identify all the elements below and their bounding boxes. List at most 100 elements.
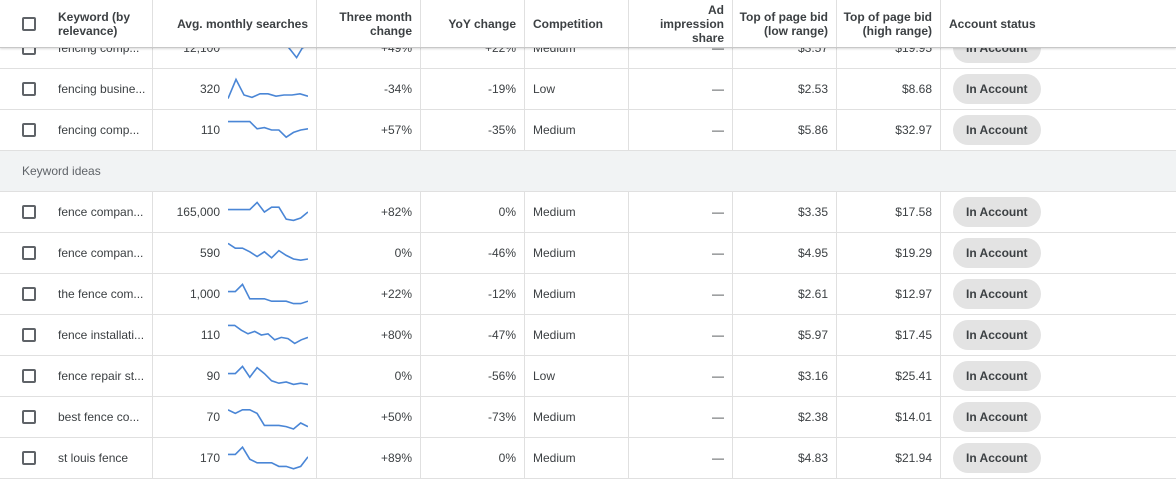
- impression-share: —: [712, 246, 724, 260]
- bid-low: $3.16: [797, 369, 828, 383]
- table-row: fence installati... 110 +80% -47% Medium — $5.…: [0, 315, 1176, 356]
- three-month-change: +50%: [380, 410, 412, 424]
- keyword-text[interactable]: the fence com...: [58, 287, 144, 301]
- yoy-change: 0%: [498, 451, 516, 465]
- bid-high: $8.68: [901, 82, 932, 96]
- in-account-badge: In Account: [953, 361, 1041, 391]
- row-checkbox[interactable]: [22, 451, 36, 465]
- bid-low: $2.53: [797, 82, 828, 96]
- trend-line: [228, 445, 308, 470]
- bid-low: $3.35: [797, 205, 828, 219]
- table-row: fencing busine... 320 -34% -19% Low — $2.53 $8.…: [0, 69, 1176, 110]
- trend-sparkline: [228, 283, 308, 305]
- impression-share: —: [712, 82, 724, 96]
- trend-line: [228, 242, 308, 262]
- column-header-competition[interactable]: Competition: [533, 16, 603, 31]
- trend-line: [228, 365, 308, 386]
- bid-high: $17.45: [895, 328, 932, 342]
- in-account-badge: In Account: [953, 443, 1041, 473]
- keyword-ideas-section-header: Keyword ideas: [0, 151, 1176, 192]
- avg-searches-value: 165,000: [176, 205, 220, 219]
- trend-line: [228, 283, 308, 305]
- trend-sparkline: [228, 324, 308, 345]
- column-header-keyword[interactable]: Keyword (by relevance): [58, 9, 131, 38]
- in-account-badge: In Account: [953, 238, 1041, 268]
- bid-low: $5.97: [797, 328, 828, 342]
- three-month-change: 0%: [394, 369, 412, 383]
- yoy-change: -46%: [487, 246, 516, 260]
- row-checkbox[interactable]: [22, 246, 36, 260]
- three-month-change: +57%: [380, 123, 412, 137]
- table-row: fence repair st... 90 0% -56% Low — $3.16 $25.4…: [0, 356, 1176, 397]
- yoy-change: -12%: [487, 287, 516, 301]
- keyword-text[interactable]: fence compan...: [58, 246, 144, 260]
- in-account-badge: In Account: [953, 402, 1041, 432]
- in-account-badge: In Account: [953, 197, 1041, 227]
- avg-searches-value: 110: [200, 328, 220, 342]
- impression-share: —: [712, 328, 724, 342]
- row-checkbox[interactable]: [22, 123, 36, 137]
- yoy-change: 0%: [498, 205, 516, 219]
- keyword-text[interactable]: fencing busine...: [58, 82, 146, 96]
- column-header-bid-low[interactable]: Top of page bid (low range): [739, 9, 828, 38]
- bid-low: $4.95: [797, 246, 828, 260]
- impression-share: —: [712, 451, 724, 465]
- trend-sparkline: [228, 242, 308, 262]
- bid-low: $4.83: [797, 451, 828, 465]
- trend-sparkline: [228, 201, 308, 222]
- bid-high: $14.01: [895, 410, 932, 424]
- table-row: fence compan... 590 0% -46% Medium — $4.95 $19.…: [0, 233, 1176, 274]
- table-row: st louis fence 170 +89% 0% Medium — $4.83 $21.9…: [0, 438, 1176, 479]
- competition-value: Medium: [533, 205, 576, 219]
- bid-low: $2.61: [797, 287, 828, 301]
- table-row: fence compan... 165,000 +82% 0% Medium — $3.35…: [0, 192, 1176, 233]
- bid-low: $5.86: [797, 123, 828, 137]
- yoy-change: -35%: [487, 123, 516, 137]
- avg-searches-value: 110: [200, 123, 220, 137]
- bid-high: $32.97: [895, 123, 932, 137]
- column-header-searches[interactable]: Avg. monthly searches: [177, 16, 308, 31]
- keyword-text[interactable]: st louis fence: [58, 451, 129, 465]
- three-month-change: 0%: [394, 246, 412, 260]
- competition-value: Medium: [533, 410, 576, 424]
- keyword-text[interactable]: best fence co...: [58, 410, 140, 424]
- three-month-change: +80%: [380, 328, 412, 342]
- trend-sparkline: [228, 445, 308, 470]
- column-header-yoy[interactable]: YoY change: [448, 16, 516, 31]
- avg-searches-value: 90: [206, 369, 220, 383]
- in-account-badge: In Account: [953, 115, 1041, 145]
- row-checkbox[interactable]: [22, 287, 36, 301]
- impression-share: —: [712, 205, 724, 219]
- competition-value: Low: [533, 82, 556, 96]
- keyword-text[interactable]: fence compan...: [58, 205, 144, 219]
- table-row: fencing comp... 110 +57% -35% Medium — $5.86 $3…: [0, 110, 1176, 151]
- table-row: the fence com... 1,000 +22% -12% Medium — $2.6…: [0, 274, 1176, 315]
- keyword-text[interactable]: fence repair st...: [58, 369, 145, 383]
- row-checkbox[interactable]: [22, 82, 36, 96]
- impression-share: —: [712, 369, 724, 383]
- table-row: best fence co... 70 +50% -73% Medium — $2.38 $1…: [0, 397, 1176, 438]
- trend-sparkline: [228, 409, 308, 430]
- column-header-impression[interactable]: Ad impression share: [659, 2, 724, 45]
- trend-line: [228, 324, 308, 345]
- competition-value: Medium: [533, 287, 576, 301]
- keyword-text[interactable]: fencing comp...: [58, 123, 140, 137]
- column-header-bid-high[interactable]: Top of page bid (high range): [843, 9, 932, 38]
- yoy-change: -47%: [487, 328, 516, 342]
- row-checkbox[interactable]: [22, 328, 36, 342]
- row-checkbox[interactable]: [22, 410, 36, 424]
- row-checkbox[interactable]: [22, 205, 36, 219]
- column-header-three-month[interactable]: Three month change: [339, 9, 412, 38]
- avg-searches-value: 170: [199, 451, 220, 465]
- in-account-badge: In Account: [953, 279, 1041, 309]
- trend-sparkline: [228, 77, 308, 99]
- select-all-checkbox[interactable]: [22, 16, 36, 31]
- competition-value: Medium: [533, 451, 576, 465]
- bid-high: $19.29: [895, 246, 932, 260]
- competition-value: Medium: [533, 246, 576, 260]
- row-checkbox[interactable]: [22, 369, 36, 383]
- table-header: Keyword (by relevance) Avg. monthly sear…: [0, 0, 1176, 48]
- avg-searches-value: 1,000: [189, 287, 220, 301]
- keyword-text[interactable]: fence installati...: [58, 328, 145, 342]
- column-header-status[interactable]: Account status: [949, 16, 1036, 31]
